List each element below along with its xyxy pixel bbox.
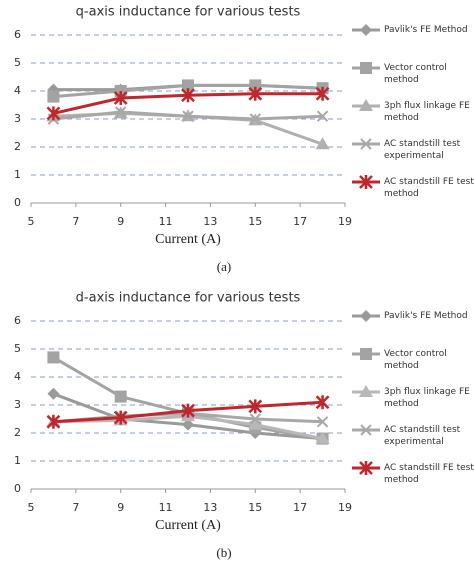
x-tick-label: 7 (72, 501, 79, 514)
chart-title: d-axis inductance for various tests (76, 291, 301, 306)
marker (248, 399, 263, 414)
legend-marker (359, 461, 373, 475)
marker (181, 403, 195, 418)
y-tick-label: 0 (14, 482, 21, 495)
legend-label: Pavlik's FE Method (384, 25, 468, 35)
legend-item: Vector control method (384, 63, 447, 85)
marker (249, 113, 261, 125)
marker (182, 418, 194, 431)
marker (113, 91, 128, 105)
marker (47, 90, 60, 103)
legend-label: Vector control method (384, 63, 447, 85)
legend-item: 3ph flux linkage FE method (384, 387, 470, 409)
x-axis-label: Current (A) (155, 518, 221, 533)
y-tick-label: 2 (14, 140, 21, 153)
chart-title: q-axis inductance for various tests (76, 5, 301, 20)
y-tick-label: 6 (14, 28, 21, 41)
marker (248, 417, 263, 430)
legend-label: 3ph flux linkage FE method (384, 101, 470, 123)
x-tick-label: 11 (159, 501, 173, 514)
x-tick-label: 5 (28, 501, 35, 514)
marker (248, 86, 263, 101)
legend-item: AC standstill FE test method (384, 463, 474, 485)
x-tick-label: 15 (248, 501, 262, 514)
legend-marker (360, 138, 372, 150)
x-tick-label: 17 (293, 501, 307, 514)
x-tick-label: 15 (248, 215, 262, 228)
x-tick-label: 19 (338, 215, 352, 228)
legend-label: 3ph flux linkage FE method (384, 387, 470, 409)
y-tick-label: 2 (14, 426, 21, 439)
x-tick-label: 13 (203, 501, 217, 514)
x-tick-label: 19 (338, 501, 352, 514)
legend-label: AC standstill FE test method (384, 177, 474, 199)
x-tick-label: 11 (159, 215, 173, 228)
legend-marker (360, 62, 372, 74)
x-axis-label: Current (A) (155, 232, 221, 247)
legend-item: AC standstill FE test method (384, 177, 474, 199)
marker (46, 414, 61, 429)
y-tick-label: 1 (14, 454, 21, 467)
caption: (a) (217, 259, 231, 274)
y-tick-label: 5 (14, 56, 21, 69)
y-tick-label: 5 (14, 342, 21, 355)
y-tick-label: 1 (14, 168, 21, 181)
legend-item: Vector control method (384, 349, 447, 371)
x-tick-label: 9 (117, 215, 124, 228)
legend-item: AC standstill test experimental (384, 425, 461, 447)
marker (47, 387, 60, 400)
marker (113, 410, 128, 425)
x-tick-label: 5 (28, 215, 35, 228)
x-tick-label: 9 (117, 501, 124, 514)
y-tick-label: 6 (14, 314, 21, 327)
legend-marker (360, 24, 372, 36)
legend-label: Vector control method (384, 349, 447, 371)
marker (46, 106, 61, 121)
legend-marker (360, 424, 372, 436)
legend-item: AC standstill test experimental (384, 139, 461, 161)
y-tick-label: 4 (14, 84, 21, 97)
x-tick-label: 7 (72, 215, 79, 228)
x-tick-label: 17 (293, 215, 307, 228)
legend-marker (360, 348, 372, 360)
y-tick-label: 3 (14, 112, 21, 125)
marker (315, 431, 330, 444)
marker (182, 79, 194, 92)
marker (249, 79, 262, 92)
marker (115, 106, 127, 118)
legend-label: Pavlik's FE Method (384, 311, 468, 321)
y-tick-label: 3 (14, 398, 21, 411)
marker (182, 110, 194, 122)
y-tick-label: 0 (14, 196, 21, 209)
legend-item: Pavlik's FE Method (384, 25, 468, 35)
legend-marker (360, 310, 372, 322)
legend-marker (359, 385, 373, 397)
legend-label: AC standstill test experimental (384, 139, 461, 161)
legend-item: Pavlik's FE Method (384, 311, 468, 321)
marker (47, 351, 60, 364)
x-tick-label: 13 (203, 215, 217, 228)
legend-marker (359, 175, 373, 189)
marker (316, 416, 329, 428)
caption: (b) (216, 545, 231, 560)
legend-label: AC standstill test experimental (384, 425, 461, 447)
marker (316, 110, 329, 122)
marker (315, 395, 330, 410)
legend-marker (359, 99, 373, 111)
marker (114, 390, 127, 403)
marker (315, 86, 330, 101)
marker (181, 88, 195, 103)
marker (249, 413, 261, 425)
marker (315, 137, 330, 150)
legend-item: 3ph flux linkage FE method (384, 101, 470, 123)
y-tick-label: 4 (14, 370, 21, 383)
legend-label: AC standstill FE test method (384, 463, 474, 485)
